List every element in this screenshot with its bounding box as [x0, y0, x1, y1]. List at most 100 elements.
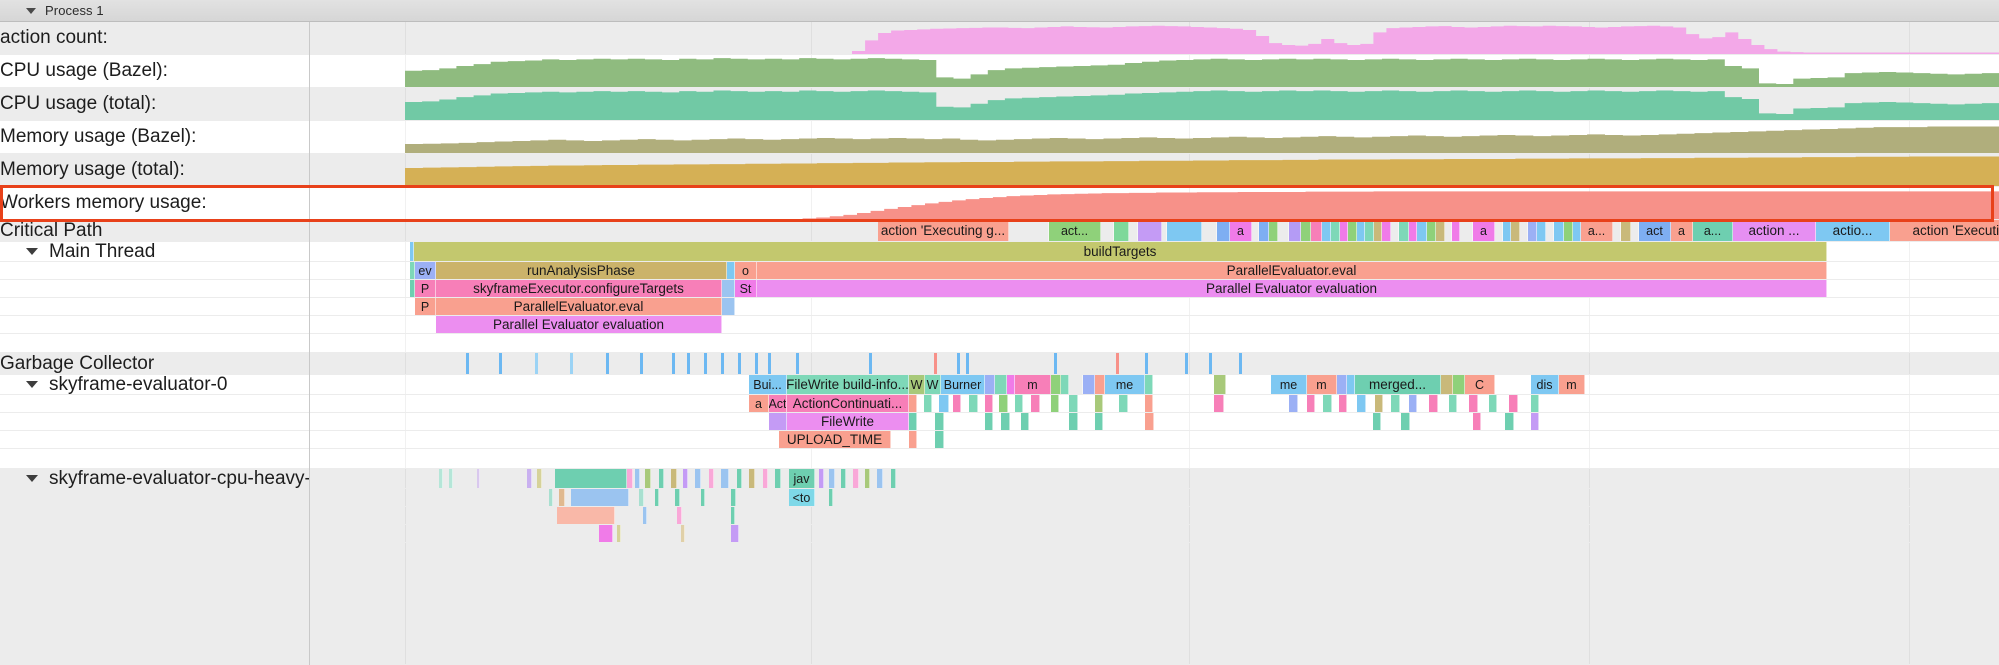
gc-event-tick[interactable] — [466, 353, 469, 374]
timeline-block[interactable] — [1409, 395, 1417, 412]
gc-event-tick[interactable] — [796, 353, 799, 374]
skyframe-spacer-row[interactable] — [0, 449, 1999, 469]
cpu-heavy-filler-track[interactable] — [309, 543, 1999, 664]
timeline-block[interactable] — [1145, 413, 1154, 430]
timeline-block[interactable] — [1613, 220, 1621, 241]
skyframe-evaluator-cpu-heavy-0-row[interactable]: skyframe-evaluator-cpu-heavy-0 jav — [0, 469, 1999, 489]
skyframe-eval-depth-3-track[interactable]: UPLOAD_TIME — [309, 431, 1999, 448]
timeline-block[interactable] — [1373, 413, 1381, 430]
gc-event-tick[interactable] — [768, 353, 771, 374]
timeline-block[interactable] — [737, 469, 742, 488]
timeline-block[interactable]: P — [415, 280, 436, 297]
timeline-block[interactable]: a — [1671, 220, 1693, 241]
timeline-block[interactable]: skyframeExecutor.configureTargets — [436, 280, 722, 297]
gc-event-tick[interactable] — [672, 353, 675, 374]
timeline-block[interactable] — [439, 469, 443, 488]
timeline-block[interactable]: Parallel Evaluator evaluation — [757, 280, 1827, 297]
timeline-block[interactable]: me — [1105, 375, 1145, 394]
timeline-block[interactable] — [1531, 413, 1539, 430]
gc-event-tick[interactable] — [535, 353, 538, 374]
gc-event-tick[interactable] — [1239, 353, 1242, 374]
timeline-block[interactable] — [1452, 220, 1460, 241]
timeline-block[interactable]: ActionContinuati... — [787, 395, 909, 412]
timeline-block[interactable] — [559, 489, 565, 506]
timeline-block[interactable]: action 'Executing g... — [878, 220, 1009, 241]
memory-usage-total-track[interactable] — [309, 154, 1999, 186]
timeline-block[interactable] — [1337, 375, 1347, 394]
timeline-block[interactable] — [995, 375, 1007, 394]
timeline-block[interactable] — [675, 489, 680, 506]
timeline-block[interactable]: UPLOAD_TIME — [779, 431, 891, 448]
gc-event-tick[interactable] — [869, 353, 872, 374]
cpu-usage-total-track[interactable] — [309, 88, 1999, 120]
cpu-heavy-depth-1-track[interactable]: <to — [309, 489, 1999, 506]
timeline-block[interactable]: ev — [415, 262, 436, 279]
memory-usage-total-row[interactable]: Memory usage (total): — [0, 154, 1999, 187]
timeline-block[interactable]: act — [1639, 220, 1671, 241]
timeline-block[interactable] — [1409, 220, 1417, 241]
timeline-block[interactable] — [1348, 220, 1357, 241]
timeline-block[interactable] — [557, 507, 615, 524]
timeline-block[interactable] — [731, 507, 735, 524]
triangle-down-icon[interactable] — [26, 475, 38, 482]
critical-path-track[interactable]: action 'Executing g... act... a a a... act a a.… — [309, 220, 1999, 241]
timeline-block[interactable] — [769, 413, 787, 430]
gc-event-tick[interactable] — [1185, 353, 1188, 374]
timeline-block[interactable] — [1095, 395, 1103, 412]
gc-event-tick[interactable] — [966, 353, 969, 374]
timeline-block[interactable]: a — [1230, 220, 1252, 241]
triangle-down-icon[interactable] — [26, 248, 38, 255]
timeline-block[interactable]: act... — [1049, 220, 1101, 241]
timeline-block[interactable] — [1129, 220, 1138, 241]
timeline-block[interactable] — [1357, 395, 1366, 412]
timeline-block[interactable] — [1095, 413, 1103, 430]
timeline-block[interactable] — [1069, 395, 1078, 412]
skyframe-evaluator-0-row[interactable]: skyframe-evaluator-0 Bui... FileWrite buil… — [0, 375, 1999, 395]
timeline-block[interactable] — [695, 469, 701, 488]
timeline-block[interactable]: W — [909, 375, 925, 394]
timeline-block[interactable] — [1460, 220, 1473, 241]
timeline-block[interactable] — [599, 525, 613, 542]
timeline-block[interactable] — [1509, 395, 1518, 412]
main-thread-depth-4-row[interactable]: Parallel Evaluator evaluation — [0, 316, 1999, 334]
gc-event-tick[interactable] — [1054, 353, 1057, 374]
garbage-collector-row[interactable]: Garbage Collector — [0, 353, 1999, 375]
timeline-block[interactable] — [721, 469, 729, 488]
timeline-block[interactable] — [1278, 220, 1289, 241]
timeline-block[interactable] — [924, 395, 932, 412]
timeline-block[interactable] — [639, 489, 644, 506]
timeline-block[interactable]: buildTargets — [414, 242, 1827, 261]
skyframe-eval-depth-3-row[interactable]: UPLOAD_TIME — [0, 431, 1999, 449]
timeline-block[interactable] — [1007, 375, 1015, 394]
timeline-block[interactable]: merged... — [1355, 375, 1441, 394]
gc-event-tick[interactable] — [570, 353, 573, 374]
timeline-block[interactable] — [645, 469, 651, 488]
timeline-block[interactable] — [1528, 220, 1537, 241]
main-thread-depth-3-row[interactable]: P ParallelEvaluator.eval — [0, 298, 1999, 316]
timeline-block[interactable] — [722, 298, 735, 315]
cpu-usage-bazel-track[interactable] — [309, 55, 1999, 87]
timeline-block[interactable] — [555, 469, 627, 488]
timeline-block[interactable] — [1573, 220, 1581, 241]
timeline-block[interactable] — [549, 489, 553, 506]
timeline-block[interactable] — [1202, 220, 1217, 241]
gc-event-tick[interactable] — [687, 353, 690, 374]
garbage-collector-track[interactable] — [309, 353, 1999, 374]
timeline-block[interactable] — [1531, 395, 1539, 412]
timeline-block[interactable] — [643, 507, 647, 524]
timeline-block[interactable] — [1259, 220, 1269, 241]
memory-usage-bazel-track[interactable] — [309, 121, 1999, 153]
timeline-block[interactable] — [1445, 220, 1452, 241]
timeline-block[interactable] — [1339, 395, 1347, 412]
timeline-block[interactable] — [681, 525, 685, 542]
main-thread-row[interactable]: Main Thread buildTargets — [0, 242, 1999, 262]
timeline-block[interactable] — [1520, 220, 1528, 241]
timeline-block[interactable] — [1347, 375, 1355, 394]
gc-event-tick[interactable] — [755, 353, 758, 374]
timeline-block[interactable] — [722, 280, 735, 297]
timeline-block[interactable] — [1323, 395, 1332, 412]
timeline-block[interactable] — [1331, 220, 1340, 241]
timeline-block[interactable] — [1311, 220, 1322, 241]
timeline-block[interactable] — [1009, 220, 1049, 241]
timeline-block[interactable]: P — [415, 298, 436, 315]
